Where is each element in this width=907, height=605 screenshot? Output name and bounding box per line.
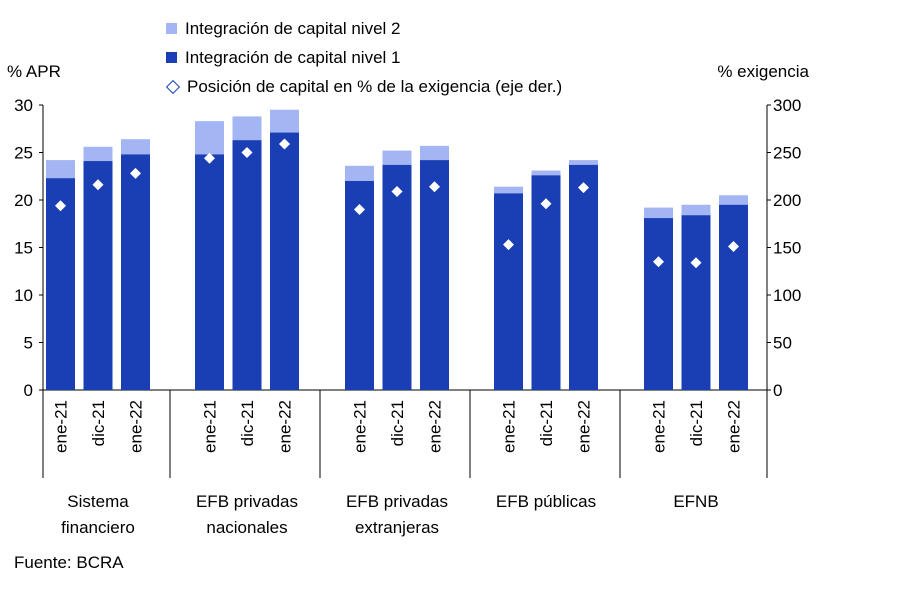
legend-item-nivel2: Integración de capital nivel 2 [166,14,562,43]
left-tick-label: 25 [14,144,33,163]
bar-nivel2 [420,145,449,161]
posicion-marker [92,179,104,191]
right-tick-label: 100 [773,286,801,305]
period-label: ene-21 [500,400,519,453]
bar-nivel2 [644,207,673,219]
posicion-marker [130,167,141,179]
period-label: dic-21 [89,400,108,446]
period-label: dic-21 [537,400,556,446]
posicion-marker [690,257,702,269]
bar-nivel2 [345,165,374,181]
left-tick-label: 10 [14,286,33,305]
bar-nivel1 [195,154,224,390]
bar-nivel1 [232,140,262,390]
posicion-marker [653,256,664,268]
period-label: ene-22 [127,400,146,453]
left-axis-title: % APR [7,62,61,81]
period-label: ene-22 [575,400,594,453]
legend: Integración de capital nivel 2 Integraci… [165,14,563,101]
legend-label-nivel2: Integración de capital nivel 2 [185,18,401,38]
period-label: ene-21 [351,400,370,453]
right-axis-title: % exigencia [717,62,809,81]
posicion-marker [578,182,589,194]
bar-nivel2 [382,150,412,165]
period-label: dic-21 [238,400,257,446]
posicion-marker [391,185,403,197]
period-label: ene-22 [426,400,445,453]
right-tick-label: 0 [773,381,782,400]
bar-nivel1 [644,218,673,390]
bar-nivel2 [46,160,75,179]
posicion-marker [540,198,552,210]
bar-nivel1 [345,181,374,390]
group-label: financiero [61,518,135,537]
period-label: ene-21 [650,400,669,453]
left-tick-label: 20 [14,191,33,210]
left-tick-label: 30 [14,96,33,115]
group-label: EFB públicas [496,492,596,511]
posicion-marker [728,241,739,253]
bar-nivel1 [270,132,299,391]
group-label: Sistema [67,492,129,511]
bar-nivel2 [569,160,598,165]
source-note: Fuente: BCRA [14,553,124,572]
posicion-marker [354,204,365,215]
right-tick-label: 300 [773,96,801,115]
right-tick-label: 200 [773,191,801,210]
bar-nivel1 [569,164,598,390]
right-tick-label: 250 [773,144,801,163]
right-tick-label: 150 [773,239,801,258]
bar-nivel2 [121,139,150,155]
left-tick-label: 0 [24,381,33,400]
bar-nivel1 [420,160,449,390]
legend-item-nivel1: Integración de capital nivel 1 [166,43,562,72]
bar-nivel2 [195,121,224,155]
legend-swatch-nivel2 [166,23,177,34]
group-label: nacionales [206,518,287,537]
bar-nivel1 [83,161,113,390]
group-label: extranjeras [355,518,439,537]
posicion-marker [279,138,290,150]
bar-nivel2 [719,195,748,205]
legend-swatch-nivel1 [166,52,177,63]
bar-nivel1 [121,154,150,390]
posicion-marker [503,239,514,251]
period-label: dic-21 [687,400,706,446]
bar-nivel1 [46,178,75,390]
posicion-marker [241,147,253,158]
bar-nivel2 [494,186,523,194]
legend-label-nivel1: Integración de capital nivel 1 [185,47,401,67]
bar-nivel1 [382,164,412,390]
posicion-marker [429,181,440,193]
bar-nivel2 [531,170,561,176]
posicion-marker [55,200,66,212]
group-label: EFNB [673,492,718,511]
period-label: ene-22 [276,400,295,453]
posicion-marker [204,152,215,164]
group-label: EFB privadas [346,492,448,511]
legend-label-posicion: Posición de capital en % de la exigencia… [187,76,563,96]
bar-nivel2 [232,116,262,141]
right-tick-label: 50 [773,334,792,353]
bar-nivel1 [719,204,748,390]
bar-nivel2 [681,204,711,216]
bar-nivel1 [681,215,711,390]
period-label: ene-21 [201,400,220,453]
period-label: ene-22 [725,400,744,453]
period-label: dic-21 [388,400,407,446]
legend-item-posicion: Posición de capital en % de la exigencia… [165,72,563,101]
bar-nivel2 [83,146,113,162]
bar-nivel2 [270,109,299,133]
period-label: ene-21 [52,400,71,453]
bar-nivel1 [494,193,523,390]
group-label: EFB privadas [196,492,298,511]
bar-nivel1 [531,175,561,390]
left-tick-label: 5 [24,334,33,353]
left-tick-label: 15 [14,239,33,258]
